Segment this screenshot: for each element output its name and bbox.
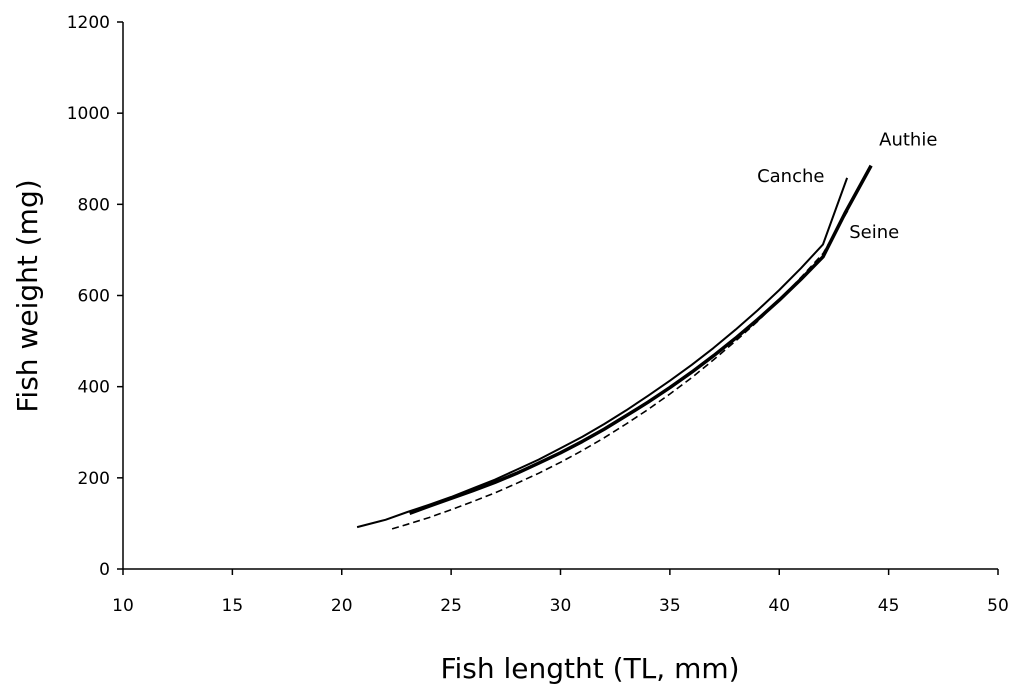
- y-tick-label: 600: [78, 287, 110, 307]
- series-label-seine: Seine: [849, 222, 899, 243]
- x-tick-label: 50: [987, 596, 1009, 616]
- x-tick-label: 40: [768, 596, 790, 616]
- x-tick-label: 15: [222, 596, 244, 616]
- x-tick-label: 45: [878, 596, 900, 616]
- y-tick-label: 1000: [67, 104, 110, 124]
- x-tick-label: 35: [659, 596, 681, 616]
- series-line-authie: [408, 164, 873, 516]
- x-axis-title: Fish lengtht (TL, mm): [440, 652, 739, 685]
- y-axis-title: Fish weight (mg): [11, 179, 44, 412]
- x-tick-label: 30: [550, 596, 572, 616]
- series-lines: [356, 164, 873, 530]
- x-tick-label: 25: [440, 596, 462, 616]
- series-label-canche: Canche: [757, 166, 824, 187]
- y-tick-label: 1200: [67, 13, 110, 33]
- x-tick-label: 10: [112, 596, 134, 616]
- y-tick-label: 400: [78, 378, 110, 398]
- x-tick-label: 20: [331, 596, 353, 616]
- x-axis: 10 15 20 25 30 35 40 45 50: [112, 568, 1009, 616]
- series-line-canche: [356, 177, 849, 529]
- y-axis: 0 200 400 600 800 1000 1200: [67, 13, 124, 580]
- series-label-authie: Authie: [879, 130, 937, 151]
- y-tick-label: 0: [99, 560, 110, 580]
- y-tick-label: 800: [78, 195, 110, 215]
- x-ticks: 10 15 20 25 30 35 40 45 50: [112, 569, 1009, 616]
- series-labels: Canche Authie Seine: [757, 130, 937, 243]
- series-line-seine: [391, 207, 850, 530]
- y-ticks: 0 200 400 600 800 1000 1200: [67, 13, 123, 580]
- y-tick-label: 200: [78, 469, 110, 489]
